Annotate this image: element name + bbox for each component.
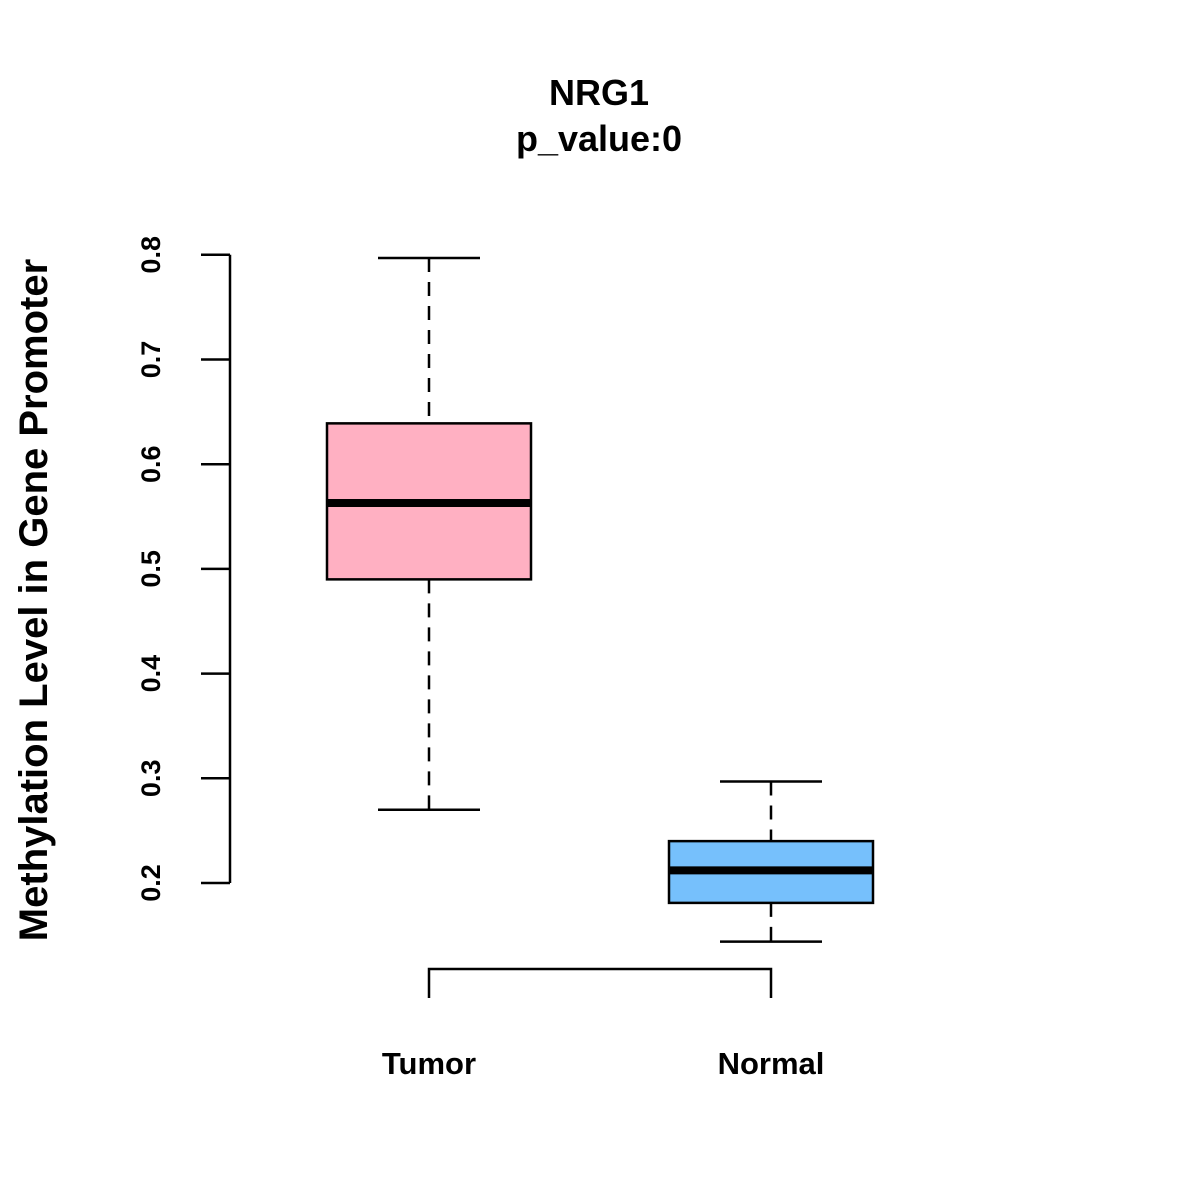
- boxes-layer: [325, 256, 875, 943]
- y-tick-label: 0.2: [136, 864, 166, 902]
- y-tick-label: 0.3: [136, 760, 166, 798]
- y-axis-label: Methylation Level in Gene Promoter: [12, 259, 56, 941]
- y-tick-label: 0.6: [136, 445, 166, 483]
- y-tick-label: 0.5: [136, 550, 166, 588]
- y-tick-label: 0.8: [136, 236, 166, 274]
- bracket-line: [427, 967, 773, 998]
- chart-title: NRG1: [549, 72, 649, 113]
- comparison-bracket: [427, 967, 773, 998]
- box-normal: [667, 780, 875, 943]
- category-label-tumor: Tumor: [382, 1046, 476, 1081]
- box-tumor: [325, 256, 533, 811]
- category-labels: Tumor Normal: [382, 1046, 824, 1081]
- category-label-normal: Normal: [718, 1046, 825, 1081]
- y-tick-label: 0.4: [136, 655, 166, 693]
- chart-subtitle: p_value:0: [516, 118, 682, 159]
- y-tick-label: 0.7: [136, 341, 166, 379]
- y-axis: 0.2 0.3 0.4 0.5 0.6 0.7 0.8: [136, 236, 232, 902]
